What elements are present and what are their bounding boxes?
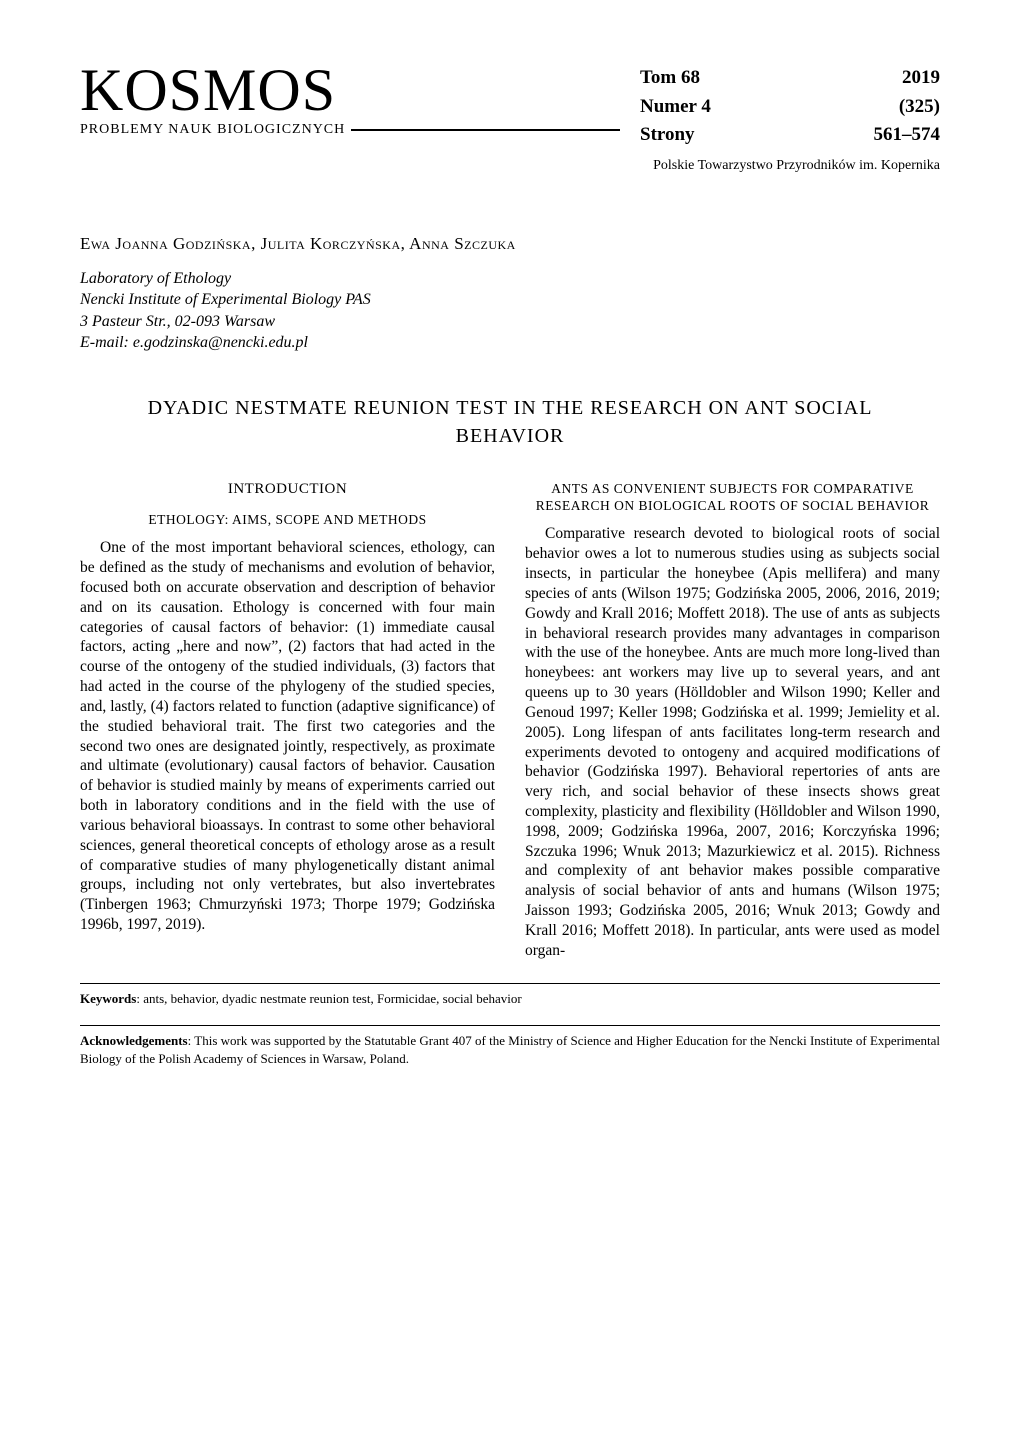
acknowledgements-line: Acknowledgements: This work was supporte… (80, 1032, 940, 1067)
journal-logo-sub-row: PROBLEMY NAUK BIOLOGICZNYCH (80, 122, 620, 138)
paragraph-ethology: One of the most important behavioral sci… (80, 538, 495, 935)
keywords-label: Keywords (80, 991, 136, 1006)
column-left: INTRODUCTION ETHOLOGY: AIMS, SCOPE AND M… (80, 480, 495, 935)
subsection-heading-ethology: ETHOLOGY: AIMS, SCOPE AND METHODS (80, 511, 495, 528)
subsection-heading-ants: ANTS AS CONVENIENT SUBJECTS FOR COMPARAT… (525, 480, 940, 515)
issue-block: Tom 68 2019 Numer 4 (325) Strony 561–574 (640, 60, 940, 150)
acknowledgements-text: : This work was supported by the Statuta… (80, 1033, 940, 1066)
authors-line: Ewa Joanna Godzińska, Julita Korczyńska,… (80, 234, 940, 254)
body-columns: INTRODUCTION ETHOLOGY: AIMS, SCOPE AND M… (80, 474, 940, 965)
footer-rule-1 (80, 983, 940, 984)
keywords-text: : ants, behavior, dyadic nestmate reunio… (136, 991, 521, 1006)
issue-tom-label: Tom 68 (640, 64, 700, 93)
affiliation-lab: Laboratory of Ethology (80, 268, 940, 290)
journal-logo-block: KOSMOS PROBLEMY NAUK BIOLOGICZNYCH (80, 60, 620, 138)
issue-strony-value: 561–574 (874, 121, 941, 150)
journal-logo-sub: PROBLEMY NAUK BIOLOGICZNYCH (80, 122, 345, 138)
issue-strony-row: Strony 561–574 (640, 121, 940, 150)
footer-rule-2 (80, 1025, 940, 1026)
paragraph-ants: Comparative research devoted to biologic… (525, 524, 940, 960)
journal-logo-main: KOSMOS (80, 60, 620, 120)
affiliation-email: E-mail: e.godzinska@nencki.edu.pl (80, 332, 940, 354)
issue-tom-value: 2019 (902, 64, 940, 93)
issue-tom-row: Tom 68 2019 (640, 64, 940, 93)
header-rule (351, 129, 620, 131)
issue-strony-label: Strony (640, 121, 695, 150)
column-right: ANTS AS CONVENIENT SUBJECTS FOR COMPARAT… (525, 480, 940, 961)
article-title: DYADIC NESTMATE REUNION TEST IN THE RESE… (80, 394, 940, 450)
keywords-line: Keywords: ants, behavior, dyadic nestmat… (80, 990, 940, 1008)
acknowledgements-label: Acknowledgements (80, 1033, 188, 1048)
header-row: KOSMOS PROBLEMY NAUK BIOLOGICZNYCH Tom 6… (80, 60, 940, 150)
issue-numer-label: Numer 4 (640, 93, 711, 122)
affiliation-block: Laboratory of Ethology Nencki Institute … (80, 268, 940, 354)
affiliation-institute: Nencki Institute of Experimental Biology… (80, 289, 940, 311)
issue-numer-value: (325) (899, 93, 940, 122)
issue-numer-row: Numer 4 (325) (640, 93, 940, 122)
affiliation-address: 3 Pasteur Str., 02-093 Warsaw (80, 311, 940, 333)
publisher: Polskie Towarzystwo Przyrodników im. Kop… (80, 158, 940, 174)
section-heading-introduction: INTRODUCTION (80, 480, 495, 499)
